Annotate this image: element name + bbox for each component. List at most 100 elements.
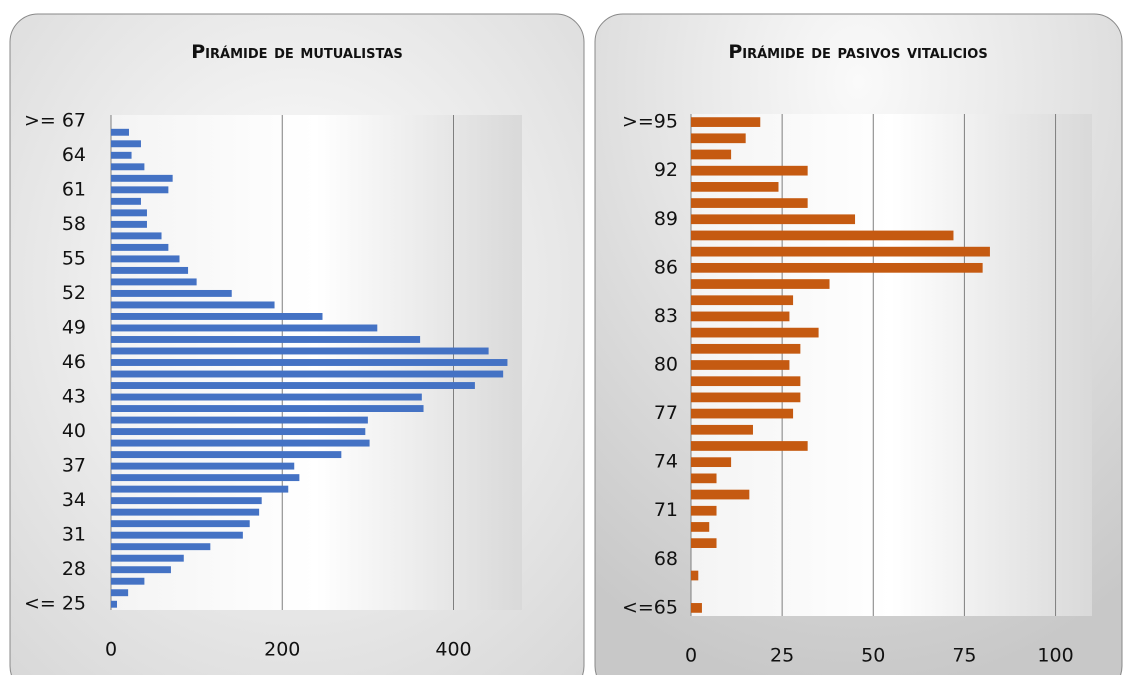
bar [111,520,250,528]
bar [691,343,801,354]
bar [111,531,243,539]
y-tick-label: 77 [654,402,678,424]
bar [111,474,300,482]
x-tick-label: 75 [952,645,976,667]
y-tick-label: <= 25 [24,593,86,615]
bar [111,255,180,263]
bar [691,570,699,581]
y-tick-label: 74 [654,451,678,473]
y-tick-label: 68 [654,548,678,570]
bar [111,128,129,136]
bar [691,327,819,338]
bar [111,359,508,366]
bar [691,408,794,419]
bar [111,405,424,412]
y-tick-label: 80 [654,354,678,376]
bar [691,279,830,289]
y-tick-label: 64 [62,144,86,166]
bar [111,324,378,332]
bar [111,313,323,320]
y-tick-label: 49 [62,316,86,338]
bar [111,577,145,585]
bar [691,441,808,451]
bar [691,295,794,306]
bar [111,416,368,424]
bar [691,360,790,370]
y-tick-label: 61 [62,178,86,200]
bar [111,140,141,148]
bar [111,439,370,447]
bar [111,497,262,505]
bar [691,133,746,144]
x-tick-label: 0 [685,645,697,667]
bar [691,230,954,241]
bar [691,262,983,273]
bar [691,214,856,225]
bar [691,473,717,484]
bar [691,603,702,613]
bar [111,393,422,401]
x-tick-label: 50 [861,645,885,667]
bar [691,182,779,192]
y-tick-label: 71 [654,499,678,521]
bar [111,186,169,194]
chart-title: Pirámide de pasivos vitalicios [728,41,987,63]
y-tick-label: 40 [62,420,86,442]
y-tick-label: 58 [62,213,86,235]
x-tick-label: 0 [105,639,117,661]
bar [111,243,169,251]
bar [691,457,732,468]
bar [111,220,147,228]
bar [691,392,801,403]
bar [111,174,173,182]
x-tick-label: 25 [770,645,794,667]
bar [111,485,289,493]
bar [691,376,801,387]
bar [111,428,366,436]
bar [111,451,342,459]
bar [111,554,184,562]
bar [111,543,211,551]
y-tick-label: <=65 [622,596,678,618]
bar [691,522,710,532]
bar [111,508,260,516]
bar [691,424,753,435]
bar [691,505,717,516]
bar [111,347,489,355]
y-tick-label: 86 [654,256,678,278]
bar [111,370,504,378]
bar [691,117,761,127]
bar [111,336,421,343]
bar [111,289,232,297]
chart-title: Pirámide de mutualistas [191,41,403,63]
bar [111,600,117,608]
y-tick-label: 37 [62,455,86,477]
bar [111,232,162,240]
y-tick-label: >= 67 [24,109,86,131]
bar [691,538,717,548]
bar [691,489,750,500]
y-tick-label: 34 [62,489,86,511]
bar [111,566,171,574]
y-tick-label: 28 [62,558,86,580]
bar [111,197,141,205]
y-tick-label: 92 [654,159,678,181]
x-tick-label: 200 [264,639,300,661]
bar [691,311,790,322]
bar [111,462,295,470]
bar [111,278,197,286]
y-tick-label: >=95 [622,111,678,133]
bar [691,198,808,208]
bar [691,149,732,160]
y-tick-label: 31 [62,524,86,546]
bar [111,163,145,171]
bar [111,301,275,309]
bar [691,165,808,176]
y-tick-label: 46 [62,351,86,373]
bar [691,246,990,257]
y-tick-label: 52 [62,282,86,304]
bar [111,589,129,597]
bar [111,209,147,217]
x-tick-label: 100 [1037,645,1073,667]
